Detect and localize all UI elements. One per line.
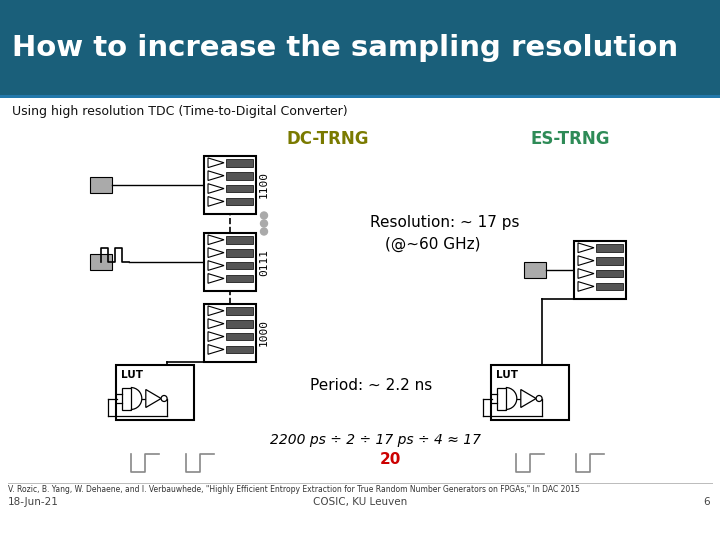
Text: 1000: 1000	[259, 320, 269, 347]
Bar	[226, 198, 253, 205]
Polygon shape	[208, 274, 224, 284]
Polygon shape	[208, 184, 224, 193]
Polygon shape	[521, 389, 536, 408]
Polygon shape	[208, 197, 224, 206]
Bar	[524, 262, 546, 278]
Circle shape	[261, 228, 268, 235]
Text: Using high resolution TDC (Time-to-Digital Converter): Using high resolution TDC (Time-to-Digit…	[12, 105, 348, 118]
Text: COSIC, KU Leuven: COSIC, KU Leuven	[313, 497, 407, 507]
Bar	[226, 262, 253, 269]
Bar	[596, 282, 623, 291]
Text: 6: 6	[703, 497, 710, 507]
Bar	[596, 257, 623, 265]
Polygon shape	[578, 256, 594, 266]
Bar	[596, 244, 623, 252]
Text: 2200 ps ÷ 2 ÷ 17 ps ÷ 4 ≈ 17: 2200 ps ÷ 2 ÷ 17 ps ÷ 4 ≈ 17	[270, 433, 481, 447]
Text: How to increase the sampling resolution: How to increase the sampling resolution	[12, 33, 678, 62]
Polygon shape	[208, 345, 224, 354]
Polygon shape	[208, 332, 224, 341]
Bar	[226, 274, 253, 282]
Bar	[226, 159, 253, 167]
Text: 18-Jun-21: 18-Jun-21	[8, 497, 59, 507]
Polygon shape	[208, 261, 224, 271]
Text: 20: 20	[379, 453, 401, 468]
Circle shape	[261, 212, 268, 219]
Bar	[226, 320, 253, 328]
Polygon shape	[578, 269, 594, 279]
Polygon shape	[208, 319, 224, 328]
Polygon shape	[208, 158, 224, 167]
Bar	[116, 364, 194, 420]
Bar	[596, 269, 623, 278]
Bar	[226, 185, 253, 192]
Bar	[226, 307, 253, 315]
Circle shape	[536, 395, 542, 402]
Polygon shape	[208, 248, 224, 258]
Polygon shape	[208, 306, 224, 315]
Circle shape	[261, 220, 268, 227]
Bar	[0, 0, 720, 95]
Bar	[226, 249, 253, 256]
Polygon shape	[208, 235, 224, 245]
Bar	[491, 364, 569, 420]
Bar	[204, 233, 256, 291]
Bar	[226, 346, 253, 353]
Text: 1100: 1100	[259, 172, 269, 199]
Bar	[90, 254, 112, 270]
Bar	[497, 388, 505, 409]
Text: LUT: LUT	[121, 369, 143, 380]
Circle shape	[161, 395, 167, 402]
Bar	[90, 177, 112, 193]
Text: V. Rozic, B. Yang, W. Dehaene, and I. Verbauwhede, "Highly Efficient Entropy Ext: V. Rozic, B. Yang, W. Dehaene, and I. Ve…	[8, 485, 580, 495]
Bar	[122, 388, 131, 409]
Bar	[226, 236, 253, 244]
Bar	[0, 95, 720, 98]
Text: Period: ∼ 2.2 ns: Period: ∼ 2.2 ns	[310, 377, 432, 393]
Polygon shape	[578, 281, 594, 291]
Bar	[204, 304, 256, 362]
Bar	[226, 333, 253, 340]
Bar	[204, 156, 256, 214]
Polygon shape	[208, 171, 224, 180]
Polygon shape	[145, 389, 161, 408]
Text: Resolution: ∼ 17 ps: Resolution: ∼ 17 ps	[370, 214, 520, 230]
Bar	[226, 172, 253, 179]
Text: LUT: LUT	[496, 369, 518, 380]
Text: (@∼60 GHz): (@∼60 GHz)	[385, 237, 480, 252]
Bar	[574, 241, 626, 299]
Polygon shape	[578, 243, 594, 253]
Text: ES-TRNG: ES-TRNG	[530, 130, 610, 148]
Text: DC-TRNG: DC-TRNG	[286, 130, 369, 148]
Text: 0111: 0111	[259, 248, 269, 275]
